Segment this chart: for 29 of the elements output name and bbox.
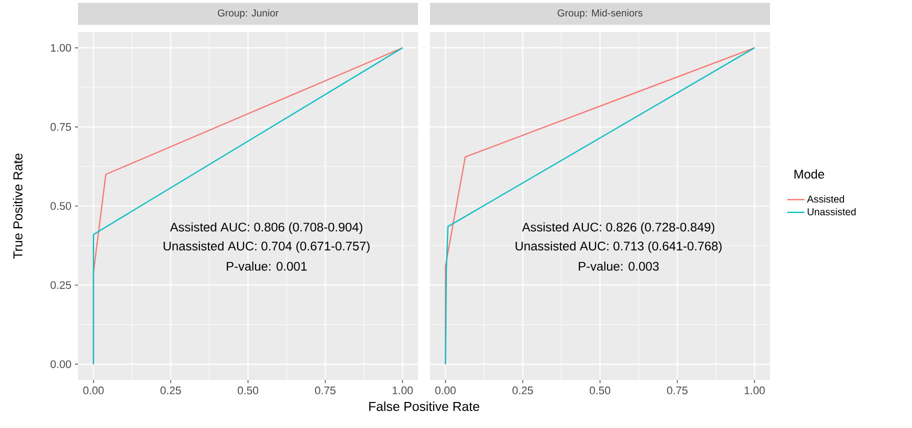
x-tick-label: 1.00 [744, 386, 765, 394]
annotation: Assisted AUC: 0.826 (0.728-0.849) [522, 222, 714, 234]
y-axis-title: True Positive Rate [12, 154, 22, 259]
y-tick-label: 1.00 [50, 44, 72, 52]
x-tick-label: 0.00 [435, 386, 456, 394]
x-tick-label: 0.25 [512, 386, 533, 394]
legend-title: Mode [794, 169, 824, 179]
x-tick-label: 0.25 [160, 386, 181, 394]
annotation: P-value: 0.001 [226, 262, 307, 271]
y-tick-label: 0.00 [50, 360, 72, 368]
x-tick-label: 0.50 [238, 386, 258, 394]
x-axis-title: False Positive Rate [369, 402, 480, 412]
annotation: Assisted AUC: 0.806 (0.708-0.904) [170, 222, 362, 234]
annotation: Unassisted AUC: 0.704 (0.671-0.757) [164, 241, 370, 253]
chart-title: Group: Mid-seniors [558, 9, 642, 18]
x-tick-label: 0.50 [590, 386, 610, 394]
x-tick-label: 0.75 [315, 386, 336, 394]
annotation: Unassisted AUC: 0.713 (0.641-0.768) [516, 241, 722, 253]
x-tick-label: 0.75 [667, 386, 688, 394]
chart-title: Group: Junior [218, 9, 278, 18]
y-tick-label: 0.50 [50, 202, 72, 210]
y-tick-label: 0.75 [50, 123, 72, 131]
legend-label: Assisted [807, 195, 844, 203]
legend-label: Unassisted [808, 208, 856, 216]
line-series [92, 47, 404, 365]
annotation: P-value: 0.003 [578, 262, 659, 271]
x-tick-label: 1.00 [392, 386, 413, 394]
y-tick-label: 0.25 [50, 281, 72, 289]
x-tick-label: 0.00 [83, 386, 104, 394]
